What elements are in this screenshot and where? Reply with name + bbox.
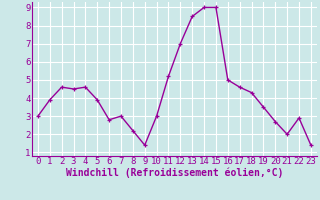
X-axis label: Windchill (Refroidissement éolien,°C): Windchill (Refroidissement éolien,°C) bbox=[66, 168, 283, 178]
